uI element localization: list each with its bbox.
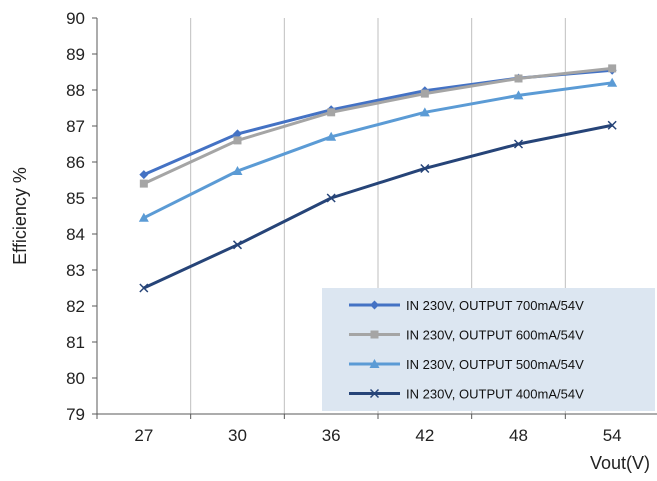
- series-line: [143, 66, 613, 185]
- y-tick-label: 86: [66, 153, 85, 172]
- series-line: [143, 81, 613, 220]
- x-tick-label: 48: [509, 426, 528, 445]
- legend-label: IN 230V, OUTPUT 500mA/54V: [406, 357, 584, 372]
- legend: IN 230V, OUTPUT 700mA/54V IN 230V, OUTPUT…: [322, 288, 655, 411]
- data-point: [139, 283, 149, 293]
- y-tick-label: 84: [66, 225, 85, 244]
- y-tick-label: 87: [66, 117, 85, 136]
- legend-label: IN 230V, OUTPUT 600mA/54V: [406, 328, 584, 343]
- data-point: [232, 240, 243, 250]
- x-tick-label: 36: [322, 426, 341, 445]
- x-tick-label: 54: [603, 426, 622, 445]
- data-point: [607, 120, 617, 130]
- data-point: [513, 90, 524, 100]
- data-point: [607, 77, 618, 87]
- data-point: [326, 131, 337, 141]
- y-tick-label: 88: [66, 81, 85, 100]
- data-point: [327, 108, 336, 117]
- data-point: [326, 193, 336, 203]
- legend-entry: IN 230V, OUTPUT 400mA/54V: [349, 387, 584, 402]
- data-point: [420, 163, 430, 174]
- x-tick-labels: 27 30 36 42 48 54: [134, 426, 621, 445]
- data-point: [608, 64, 617, 73]
- legend-entry: IN 230V, OUTPUT 600mA/54V: [349, 328, 584, 343]
- y-tick-labels: 79 80 81 82 83 84 85 86 87 88 89 90: [66, 9, 85, 424]
- series-line: [143, 123, 613, 290]
- legend-marker: [370, 300, 379, 310]
- legend-entry: IN 230V, OUTPUT 500mA/54V: [349, 357, 584, 372]
- data-point: [233, 136, 242, 145]
- x-tick-label: 27: [134, 426, 153, 445]
- legend-entry: IN 230V, OUTPUT 700mA/54V: [349, 298, 584, 313]
- y-tick-label: 90: [66, 9, 85, 28]
- x-tick-label: 42: [415, 426, 434, 445]
- data-point: [232, 166, 243, 175]
- data-point: [513, 139, 524, 149]
- legend-marker: [369, 388, 380, 399]
- y-tick-label: 82: [66, 297, 85, 316]
- data-point: [138, 212, 149, 222]
- data-point: [420, 89, 429, 98]
- data-point: [233, 129, 242, 139]
- series-2: [139, 64, 617, 188]
- series-lines: [138, 64, 618, 293]
- legend-label: IN 230V, OUTPUT 400mA/54V: [406, 387, 584, 402]
- series-4: [139, 120, 617, 293]
- data-point: [139, 179, 148, 188]
- y-tick-label: 85: [66, 189, 85, 208]
- y-tick-label: 80: [66, 369, 85, 388]
- series-3: [138, 77, 618, 222]
- x-tick-label: 30: [228, 426, 247, 445]
- data-point: [514, 74, 523, 83]
- legend-marker: [369, 359, 380, 368]
- data-point: [139, 170, 149, 180]
- legend-label: IN 230V, OUTPUT 700mA/54V: [406, 298, 584, 313]
- y-tick-label: 83: [66, 261, 85, 280]
- y-tick-label: 79: [66, 405, 85, 424]
- legend-marker: [370, 330, 379, 339]
- y-tick-label: 89: [66, 45, 85, 64]
- data-point: [419, 107, 430, 117]
- x-axis-label: Vout(V): [590, 453, 650, 473]
- y-tick-label: 81: [66, 333, 85, 352]
- axes: [92, 17, 657, 419]
- y-axis-label: Efficiency %: [10, 167, 30, 265]
